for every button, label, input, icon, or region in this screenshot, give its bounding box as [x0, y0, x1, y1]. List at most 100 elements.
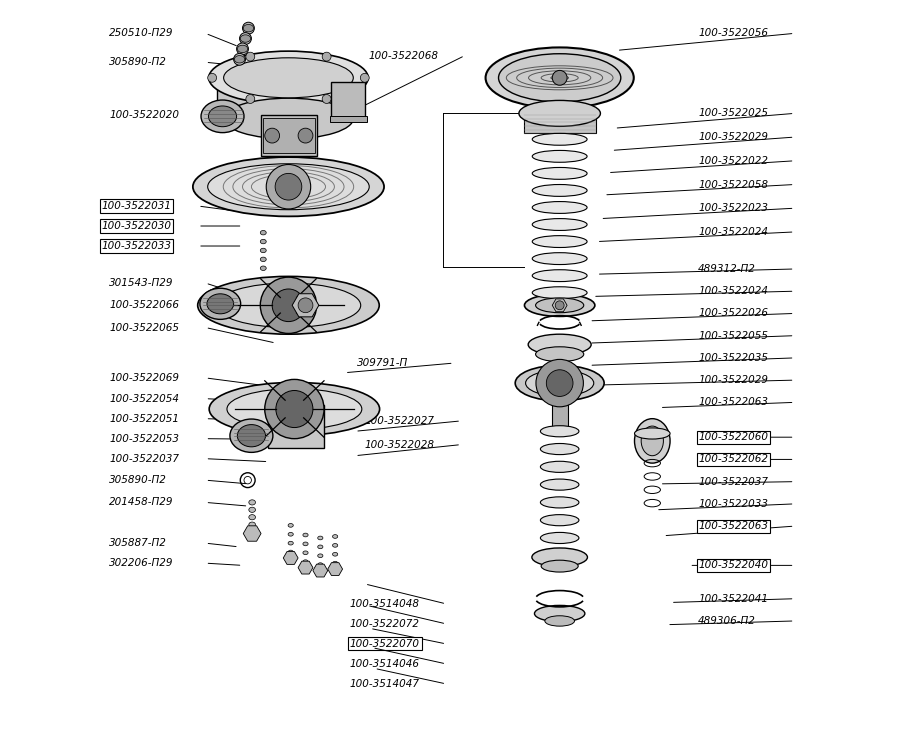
Ellipse shape: [216, 283, 361, 328]
Ellipse shape: [303, 560, 308, 563]
Ellipse shape: [519, 101, 600, 127]
Text: 100-3522035: 100-3522035: [698, 353, 769, 363]
Ellipse shape: [532, 167, 587, 179]
Ellipse shape: [532, 270, 587, 282]
Ellipse shape: [540, 514, 579, 526]
Ellipse shape: [318, 554, 323, 557]
Text: 100-3522070: 100-3522070: [350, 639, 420, 649]
Text: 100-3522029: 100-3522029: [698, 375, 769, 385]
Ellipse shape: [333, 553, 338, 556]
Ellipse shape: [536, 298, 584, 313]
Ellipse shape: [532, 548, 588, 567]
Circle shape: [298, 298, 313, 313]
Text: 100-3522040: 100-3522040: [698, 560, 769, 571]
Circle shape: [322, 95, 331, 104]
Text: 100-3522026: 100-3522026: [698, 308, 769, 319]
Text: 201458-П29: 201458-П29: [109, 497, 174, 508]
Text: 100-3522025: 100-3522025: [698, 108, 769, 119]
Circle shape: [234, 53, 246, 65]
Ellipse shape: [248, 499, 256, 505]
Ellipse shape: [201, 100, 244, 133]
Text: 100-3514046: 100-3514046: [350, 659, 420, 669]
Ellipse shape: [540, 461, 579, 473]
Text: 250510-П29: 250510-П29: [109, 28, 174, 39]
Ellipse shape: [540, 425, 579, 437]
Ellipse shape: [486, 47, 634, 108]
Ellipse shape: [243, 24, 254, 32]
Ellipse shape: [209, 106, 237, 127]
Text: 100-3522063: 100-3522063: [698, 397, 769, 408]
Circle shape: [260, 277, 317, 333]
Ellipse shape: [234, 56, 245, 63]
Polygon shape: [243, 526, 261, 541]
Text: 100-3522024: 100-3522024: [698, 286, 769, 296]
Ellipse shape: [303, 534, 308, 536]
Ellipse shape: [634, 428, 670, 439]
Ellipse shape: [532, 133, 587, 145]
Ellipse shape: [288, 523, 293, 528]
Polygon shape: [313, 564, 328, 577]
Bar: [268, 405, 324, 448]
Bar: [552, 382, 568, 428]
Circle shape: [322, 52, 331, 61]
Text: 100-3522028: 100-3522028: [364, 439, 435, 450]
Ellipse shape: [248, 529, 256, 535]
Bar: [261, 115, 317, 156]
Ellipse shape: [223, 58, 354, 98]
Text: 489306-П2: 489306-П2: [698, 616, 756, 626]
Text: 100-3522027: 100-3522027: [364, 416, 435, 426]
Ellipse shape: [515, 365, 604, 401]
Text: 302206-П29: 302206-П29: [109, 558, 174, 568]
Ellipse shape: [333, 544, 338, 547]
Ellipse shape: [288, 541, 293, 545]
Text: 100-3522051: 100-3522051: [109, 413, 179, 424]
Ellipse shape: [532, 202, 587, 213]
Polygon shape: [298, 561, 313, 574]
Ellipse shape: [209, 382, 380, 436]
Ellipse shape: [198, 276, 379, 334]
Circle shape: [246, 95, 255, 104]
Text: 100-3522041: 100-3522041: [698, 594, 769, 604]
Bar: [331, 82, 364, 119]
Text: 100-3522033: 100-3522033: [698, 499, 769, 509]
Circle shape: [265, 128, 280, 143]
Text: 100-3522033: 100-3522033: [102, 241, 172, 251]
Ellipse shape: [260, 230, 266, 235]
Ellipse shape: [238, 45, 248, 53]
Circle shape: [360, 73, 369, 82]
Circle shape: [266, 165, 310, 209]
Text: 100-3522023: 100-3522023: [698, 203, 769, 213]
Text: 100-3522058: 100-3522058: [698, 179, 769, 190]
Circle shape: [555, 301, 564, 310]
Ellipse shape: [227, 388, 362, 430]
Circle shape: [242, 22, 255, 34]
Text: 301543-П29: 301543-П29: [109, 278, 174, 288]
Circle shape: [553, 70, 567, 85]
Text: 100-3522060: 100-3522060: [698, 432, 769, 442]
Ellipse shape: [318, 563, 323, 567]
Circle shape: [276, 391, 313, 428]
Circle shape: [239, 33, 251, 44]
Ellipse shape: [526, 370, 594, 396]
Ellipse shape: [260, 257, 266, 262]
Circle shape: [275, 173, 302, 200]
Text: 100-3522066: 100-3522066: [109, 300, 179, 310]
Ellipse shape: [240, 35, 251, 42]
Polygon shape: [328, 562, 343, 576]
Text: 100-3522037: 100-3522037: [698, 476, 769, 487]
Ellipse shape: [532, 219, 587, 230]
Ellipse shape: [333, 535, 338, 538]
Ellipse shape: [544, 616, 574, 626]
Ellipse shape: [200, 288, 240, 319]
Text: 100-3522062: 100-3522062: [698, 454, 769, 465]
Ellipse shape: [207, 294, 234, 314]
Circle shape: [546, 370, 573, 396]
Ellipse shape: [248, 522, 256, 528]
Polygon shape: [292, 293, 319, 317]
Ellipse shape: [532, 236, 587, 247]
Ellipse shape: [641, 426, 663, 456]
Ellipse shape: [248, 514, 256, 520]
Ellipse shape: [535, 605, 585, 622]
Text: 100-3522024: 100-3522024: [698, 227, 769, 237]
Ellipse shape: [532, 287, 587, 299]
